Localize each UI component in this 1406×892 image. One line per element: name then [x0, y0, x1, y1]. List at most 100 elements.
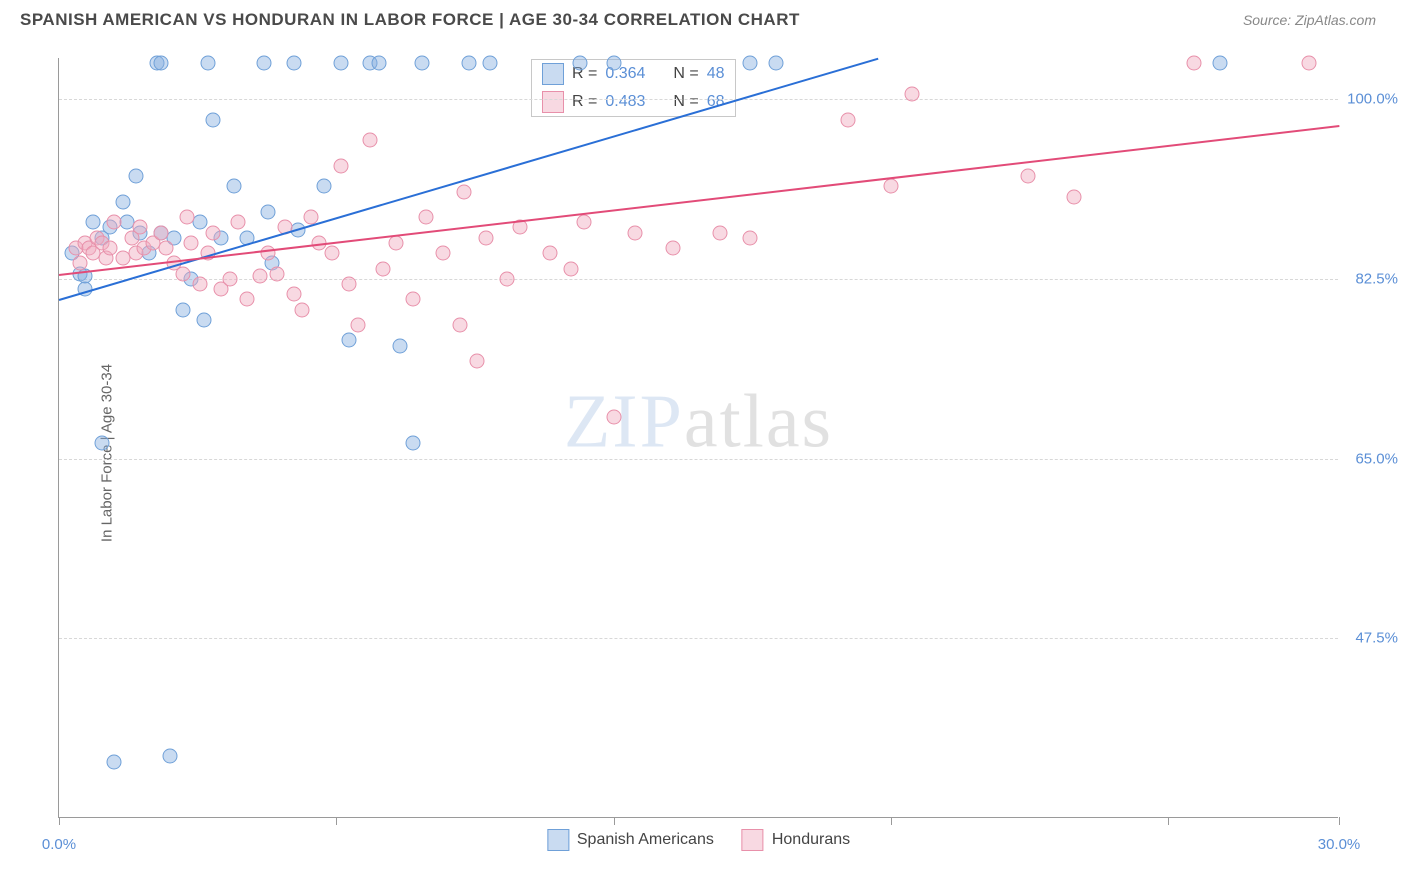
data-point	[201, 56, 216, 71]
legend-label: Spanish Americans	[577, 831, 714, 849]
data-point	[1020, 169, 1035, 184]
data-point	[107, 754, 122, 769]
data-point	[192, 276, 207, 291]
data-point	[256, 56, 271, 71]
data-point	[342, 333, 357, 348]
legend-n-label: N =	[673, 65, 698, 83]
trend-line	[59, 125, 1339, 276]
data-point	[180, 210, 195, 225]
data-point	[606, 56, 621, 71]
x-tick-mark	[614, 817, 615, 825]
data-point	[1212, 56, 1227, 71]
data-point	[252, 268, 267, 283]
data-point	[86, 215, 101, 230]
legend-row: R =0.364N =48	[532, 60, 735, 88]
data-point	[269, 266, 284, 281]
data-point	[406, 292, 421, 307]
gridline	[59, 459, 1338, 460]
y-tick-label: 100.0%	[1347, 91, 1398, 108]
legend-label: Hondurans	[772, 831, 850, 849]
y-tick-label: 82.5%	[1355, 270, 1398, 287]
data-point	[261, 205, 276, 220]
data-point	[128, 169, 143, 184]
x-tick-mark	[1168, 817, 1169, 825]
x-tick-label: 30.0%	[1318, 836, 1361, 853]
y-tick-label: 47.5%	[1355, 630, 1398, 647]
data-point	[103, 241, 118, 256]
data-point	[162, 749, 177, 764]
data-point	[350, 318, 365, 333]
chart-header: SPANISH AMERICAN VS HONDURAN IN LABOR FO…	[0, 0, 1406, 34]
x-tick-mark	[336, 817, 337, 825]
legend-r-value: 0.483	[605, 93, 645, 111]
data-point	[457, 184, 472, 199]
data-point	[841, 112, 856, 127]
data-point	[478, 230, 493, 245]
data-point	[231, 215, 246, 230]
data-point	[286, 287, 301, 302]
data-point	[192, 215, 207, 230]
data-point	[376, 261, 391, 276]
legend-swatch	[742, 829, 764, 851]
data-point	[564, 261, 579, 276]
legend-row: R =0.483N =68	[532, 88, 735, 116]
data-point	[482, 56, 497, 71]
data-point	[453, 318, 468, 333]
data-point	[1186, 56, 1201, 71]
trend-line	[59, 58, 879, 301]
data-point	[884, 179, 899, 194]
data-point	[261, 246, 276, 261]
data-point	[461, 56, 476, 71]
data-point	[389, 235, 404, 250]
legend-swatch	[542, 63, 564, 85]
data-point	[116, 194, 131, 209]
data-point	[713, 225, 728, 240]
data-point	[414, 56, 429, 71]
gridline	[59, 638, 1338, 639]
legend-swatch	[547, 829, 569, 851]
data-point	[295, 302, 310, 317]
data-point	[500, 271, 515, 286]
y-tick-label: 65.0%	[1355, 450, 1398, 467]
data-point	[628, 225, 643, 240]
chart-title: SPANISH AMERICAN VS HONDURAN IN LABOR FO…	[20, 10, 800, 30]
legend-n-label: N =	[673, 93, 698, 111]
data-point	[158, 241, 173, 256]
data-point	[342, 276, 357, 291]
data-point	[333, 158, 348, 173]
gridline	[59, 99, 1338, 100]
data-point	[905, 86, 920, 101]
data-point	[406, 436, 421, 451]
watermark: ZIPatlas	[564, 379, 833, 466]
legend-item: Hondurans	[742, 829, 850, 851]
data-point	[239, 292, 254, 307]
data-point	[175, 266, 190, 281]
data-point	[666, 241, 681, 256]
data-point	[363, 133, 378, 148]
data-point	[333, 56, 348, 71]
data-point	[286, 56, 301, 71]
x-tick-mark	[59, 817, 60, 825]
x-tick-mark	[891, 817, 892, 825]
data-point	[226, 179, 241, 194]
data-point	[418, 210, 433, 225]
plot-area: ZIPatlas R =0.364N =48R =0.483N =68 Span…	[58, 58, 1338, 818]
data-point	[768, 56, 783, 71]
chart-container: In Labor Force | Age 30-34 ZIPatlas R =0…	[48, 48, 1388, 858]
data-point	[325, 246, 340, 261]
data-point	[154, 225, 169, 240]
data-point	[1302, 56, 1317, 71]
data-point	[470, 353, 485, 368]
data-point	[316, 179, 331, 194]
chart-source: Source: ZipAtlas.com	[1243, 12, 1376, 28]
legend-swatch	[542, 91, 564, 113]
data-point	[175, 302, 190, 317]
legend-item: Spanish Americans	[547, 829, 714, 851]
data-point	[372, 56, 387, 71]
series-legend: Spanish Americans Hondurans	[547, 829, 850, 851]
data-point	[73, 256, 88, 271]
data-point	[107, 215, 122, 230]
data-point	[576, 215, 591, 230]
x-tick-mark	[1339, 817, 1340, 825]
data-point	[436, 246, 451, 261]
